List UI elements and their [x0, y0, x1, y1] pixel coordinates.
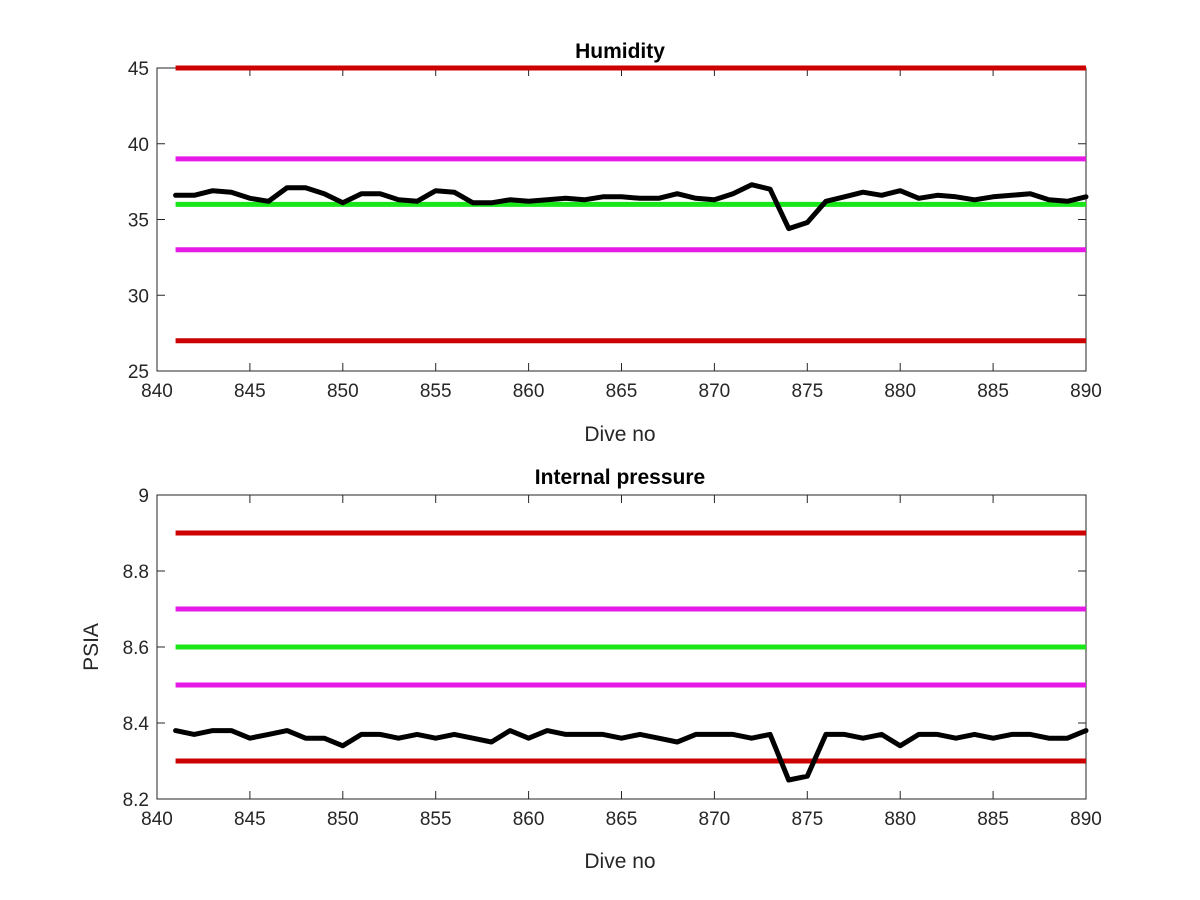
humidity-x-tick-label: 865 [606, 381, 638, 402]
internal-pressure-y-tick-label: 8.6 [123, 638, 149, 659]
internal-pressure-x-tick-label: 870 [699, 809, 731, 830]
humidity-y-tick-label: 25 [128, 362, 149, 383]
internal-pressure-x-tick-label: 880 [884, 809, 916, 830]
internal-pressure-x-tick-label: 840 [141, 809, 173, 830]
internal-pressure-panel: Internal pressure Dive no PSIA 840 845 850… [80, 466, 1102, 873]
humidity-x-tick-label: 840 [141, 381, 173, 402]
humidity-y-tick-label: 30 [128, 286, 149, 307]
humidity-data-line [173, 182, 1089, 232]
internal-pressure-ylabel: PSIA [80, 623, 103, 671]
internal-pressure-x-tick-label: 850 [327, 809, 359, 830]
internal-pressure-data-line [173, 728, 1089, 783]
humidity-x-tick-label: 845 [234, 381, 266, 402]
humidity-x-tick-label: 870 [699, 381, 731, 402]
internal-pressure-y-tick-label: 9 [138, 486, 149, 507]
humidity-title: Humidity [575, 40, 665, 63]
internal-pressure-x-tick-label: 860 [513, 809, 545, 830]
internal-pressure-x-tick-label: 885 [977, 809, 1009, 830]
internal-pressure-x-tick-label: 845 [234, 809, 266, 830]
humidity-y-tick-label: 45 [128, 59, 149, 80]
humidity-xlabel: Dive no [584, 423, 655, 446]
humidity-x-tick-label: 885 [977, 381, 1009, 402]
humidity-plot-frame [156, 67, 1087, 372]
humidity-x-tick-label: 890 [1070, 381, 1102, 402]
internal-pressure-y-tick-label: 8.8 [123, 562, 149, 583]
internal-pressure-xlabel: Dive no [584, 850, 655, 873]
humidity-x-tick-label: 880 [884, 381, 916, 402]
humidity-x-tick-label: 875 [791, 381, 823, 402]
internal-pressure-x-tick-label: 855 [420, 809, 452, 830]
internal-pressure-x-tick-label: 890 [1070, 809, 1102, 830]
humidity-x-tick-label: 855 [420, 381, 452, 402]
internal-pressure-y-tick-label: 8.4 [123, 714, 150, 735]
humidity-x-tick-label: 860 [513, 381, 545, 402]
internal-pressure-title: Internal pressure [535, 466, 705, 489]
humidity-panel: Humidity Dive no 840 845 850 855 860 865 870 87… [128, 40, 1102, 446]
humidity-x-tick-label: 850 [327, 381, 359, 402]
internal-pressure-x-tick-label: 875 [791, 809, 823, 830]
humidity-y-tick-label: 40 [128, 135, 149, 156]
internal-pressure-x-tick-label: 865 [606, 809, 638, 830]
internal-pressure-y-tick-label: 8.2 [123, 790, 149, 811]
humidity-y-tick-label: 35 [128, 211, 149, 232]
